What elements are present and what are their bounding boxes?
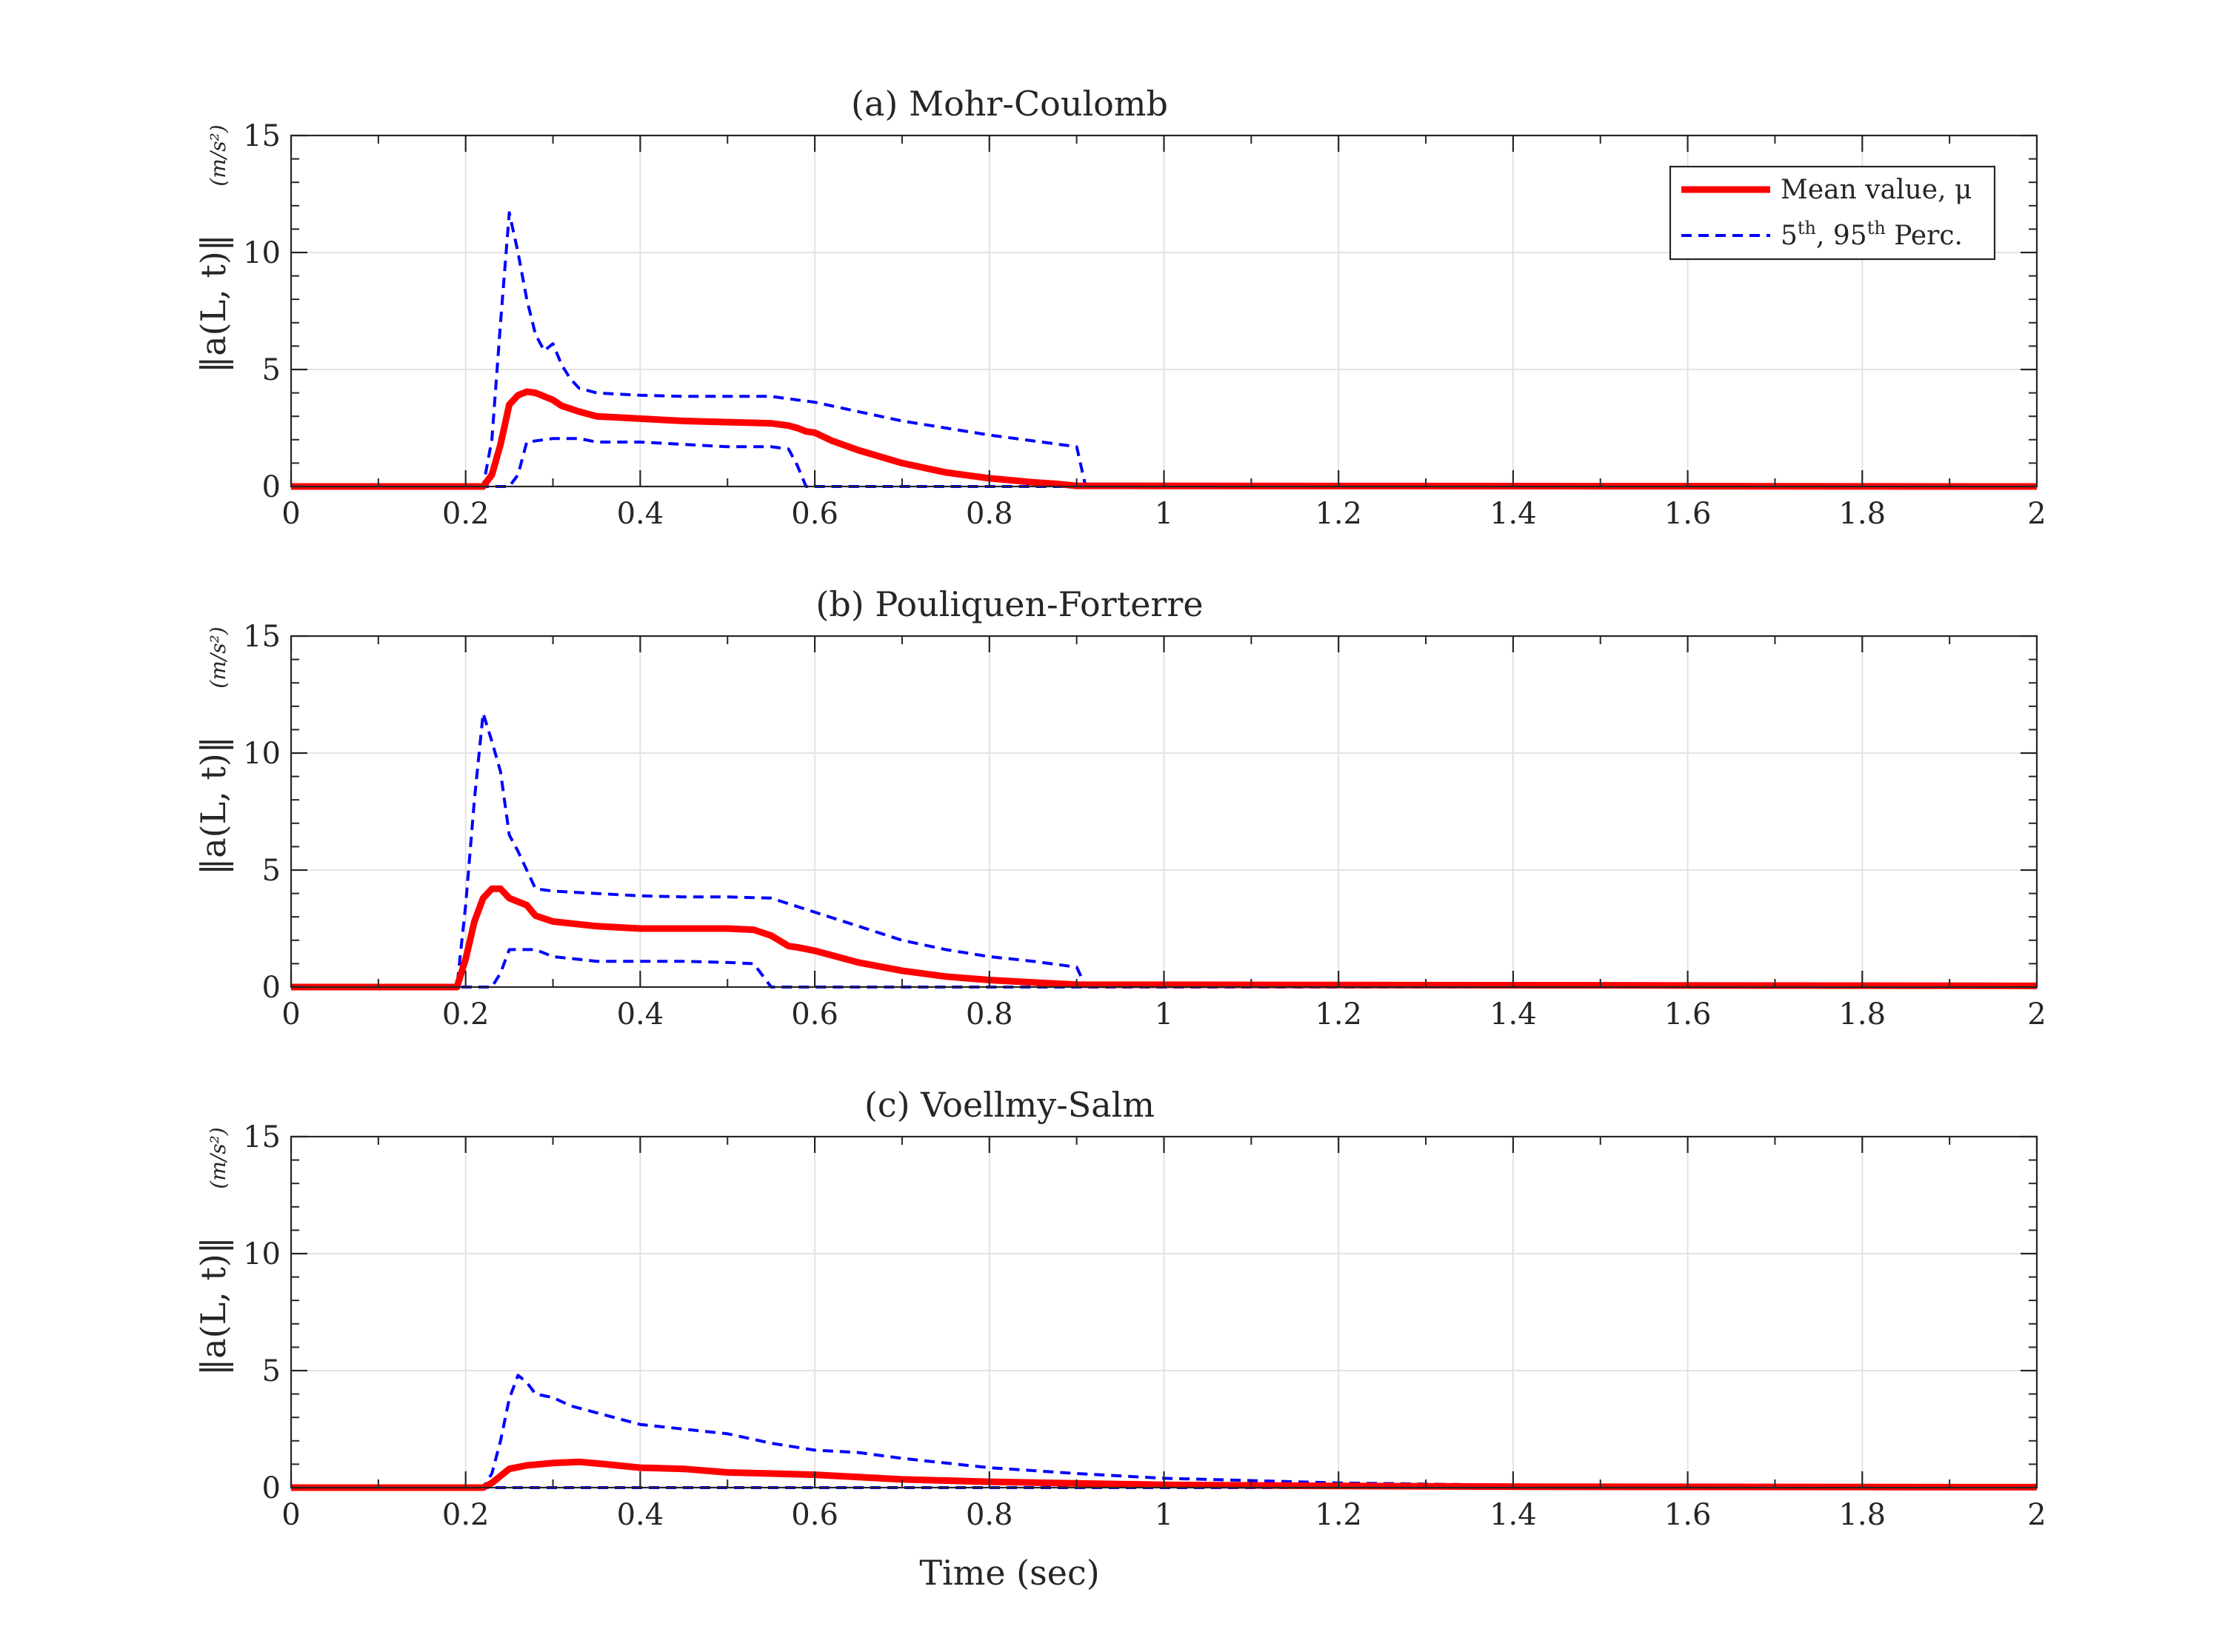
panel-c-x-tick-label: 0.6: [791, 1498, 838, 1532]
legend-percentile-label: 5th, 95th Perc.: [1781, 218, 1963, 251]
panel-c-title: (c) Voellmy-Salm: [864, 1085, 1155, 1125]
panel-c-x-tick-label: 2: [2027, 1498, 2046, 1532]
panel-b-title: (b) Pouliquen-Forterre: [815, 584, 1203, 624]
panel-b-y-tick-label: 0: [262, 971, 281, 1005]
panel-c-x-tick-label: 0: [281, 1498, 300, 1532]
panel-b-y-axis-label: ‖a(L, t)‖ (m/s²): [193, 626, 233, 875]
panel-c-y-tick-label: 10: [243, 1237, 281, 1271]
panel-a-ylabel-text: ‖a(L, t)‖: [193, 234, 233, 373]
panel-b-x-tick-label: 1.8: [1838, 997, 1886, 1031]
panel-a-y-tick-label: 15: [243, 119, 281, 153]
panel-a-x-tick-label: 1.6: [1664, 497, 1712, 531]
panel-c-x-tick-label: 1.2: [1315, 1498, 1362, 1532]
panel-a-y-tick-label: 5: [262, 353, 281, 387]
panel-c-y-tick-label: 15: [243, 1120, 281, 1154]
panel-a-x-tick-label: 1: [1155, 497, 1173, 531]
panel-c-x-tick-label: 1.6: [1664, 1498, 1712, 1532]
panel-a-x-tick-label: 2: [2027, 497, 2046, 531]
panel-a-legend: Mean value, μ 5th, 95th Perc.: [1669, 165, 1996, 261]
panel-c-x-tick-label: 0.8: [966, 1498, 1013, 1532]
panel-a-yunit-text: (m/s²): [206, 124, 230, 186]
panel-a-x-tick-label: 1.4: [1489, 497, 1537, 531]
legend-perc-tail: Perc.: [1886, 221, 1963, 251]
panel-c-series-mean-value: [291, 1458, 2038, 1491]
panel-c-x-tick-label: 1.4: [1489, 1498, 1537, 1532]
panel-b-series-95th-perc: [291, 712, 2038, 989]
panel-b-x-tick-label: 0.4: [617, 997, 664, 1031]
panel-a-mohr-coulomb: 0 0.2 0.4 0.6 0.8 1 1.2 1.4 1.6 1.8 2 0 5 10 15 (a) Mo…: [193, 84, 2046, 531]
panel-c-x-tick-label: 0.4: [617, 1498, 664, 1532]
legend-perc-5: 5: [1781, 221, 1798, 251]
panel-c-plot-area: 0 0.2 0.4 0.6 0.8 1 1.2 1.4 1.6 1.8 2 0 5 10 15: [243, 1120, 2046, 1532]
panel-b-x-tick-label: 0.2: [442, 997, 490, 1031]
panel-a-series-95th-perc: [291, 211, 2038, 488]
panel-a-x-tick-label: 1.8: [1838, 497, 1886, 531]
panel-a-x-tick-label: 0.4: [617, 497, 664, 531]
panel-b-series-5th-perc: [291, 948, 2037, 989]
panel-b-x-tick-label: 0.8: [966, 997, 1013, 1031]
panel-c-x-tick-label: 1: [1155, 1498, 1173, 1532]
panel-a-x-tick-label: 0: [281, 497, 300, 531]
panel-b-x-tick-label: 1.4: [1489, 997, 1537, 1031]
panel-b-plot-area: 0 0.2 0.4 0.6 0.8 1 1.2 1.4 1.6 1.8 2 0 5 10 15: [243, 620, 2046, 1031]
panel-b-x-tick-label: 1: [1155, 997, 1173, 1031]
panel-c-series-95th-perc: [291, 1374, 2038, 1489]
panel-a-series-5th-perc: [291, 437, 2037, 488]
panel-c-y-tick-label: 0: [262, 1471, 281, 1505]
panel-b-x-tick-label: 0: [281, 997, 300, 1031]
legend-perc-mid: , 95: [1816, 221, 1867, 251]
legend-mean-label: Mean value, μ: [1781, 175, 1972, 205]
panel-b-y-tick-label: 5: [262, 854, 281, 888]
panel-c-y-tick-label: 5: [262, 1354, 281, 1388]
legend-box: [1669, 165, 1996, 261]
panel-c-y-axis-label: ‖a(L, t)‖ (m/s²): [193, 1127, 233, 1376]
panel-a-y-tick-label: 0: [262, 470, 281, 504]
panel-b-y-tick-label: 15: [243, 620, 281, 654]
panel-a-y-tick-label: 10: [243, 236, 281, 270]
panel-b-ylabel-text: ‖a(L, t)‖: [193, 736, 233, 875]
x-axis-label: Time (sec): [919, 1553, 1099, 1593]
panel-b-series-mean-value: [291, 885, 2038, 991]
panel-a-x-tick-label: 1.2: [1315, 497, 1362, 531]
legend-perc-sup-a: th: [1798, 218, 1816, 238]
panel-c-yunit-text: (m/s²): [206, 1127, 230, 1188]
panel-a-x-tick-label: 0.8: [966, 497, 1013, 531]
panel-c-voellmy-salm: 0 0.2 0.4 0.6 0.8 1 1.2 1.4 1.6 1.8 2 0 5 10 15 (c) Vo…: [193, 1085, 2046, 1593]
panel-c-ylabel-text: ‖a(L, t)‖: [193, 1237, 233, 1376]
panel-b-x-tick-label: 0.6: [791, 997, 838, 1031]
panel-b-x-tick-label: 1.6: [1664, 997, 1712, 1031]
panel-c-x-tick-label: 1.8: [1838, 1498, 1886, 1532]
panel-b-yunit-text: (m/s²): [206, 626, 230, 688]
panel-a-series-mean-value: [291, 388, 2038, 490]
panel-b-y-tick-label: 10: [243, 737, 281, 771]
panel-a-y-axis-label: ‖a(L, t)‖ (m/s²): [193, 124, 233, 373]
panel-c-x-tick-label: 0.2: [442, 1498, 490, 1532]
panel-b-pouliquen-forterre: 0 0.2 0.4 0.6 0.8 1 1.2 1.4 1.6 1.8 2 0 5 10 15 (b) Po…: [193, 584, 2046, 1031]
panel-b-x-tick-label: 1.2: [1315, 997, 1362, 1031]
panel-a-x-tick-label: 0.2: [442, 497, 490, 531]
legend-perc-sup-b: th: [1867, 218, 1886, 238]
panel-b-x-tick-label: 2: [2027, 997, 2046, 1031]
panel-a-x-tick-label: 0.6: [791, 497, 838, 531]
panel-a-title: (a) Mohr-Coulomb: [851, 84, 1168, 124]
